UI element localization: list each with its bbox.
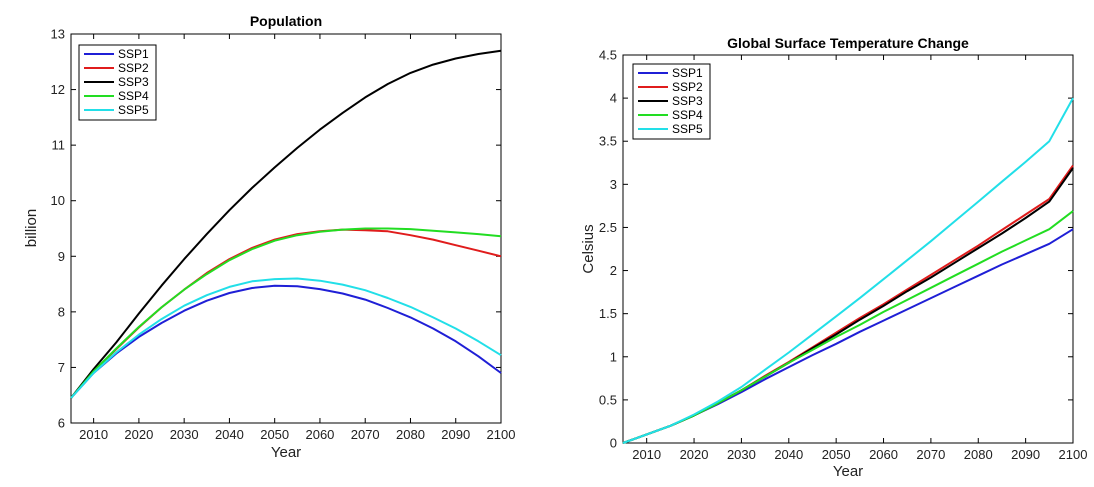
series-line-ssp5	[622, 97, 1074, 444]
x-tick-label: 2010	[632, 447, 661, 462]
y-tick-label: 4.5	[599, 48, 617, 63]
legend-label-ssp2: SSP2	[118, 61, 149, 75]
y-tick-label: 3	[610, 177, 617, 192]
series-line-ssp5	[70, 277, 502, 399]
y-tick-label: 6	[58, 416, 65, 431]
legend-label-ssp5: SSP5	[672, 122, 703, 136]
y-tick-label: 11	[52, 138, 66, 153]
x-tick-label: 2070	[916, 447, 945, 462]
legend-label-ssp1: SSP1	[118, 47, 149, 61]
y-tick-label: 0	[610, 436, 617, 451]
legend-label-ssp4: SSP4	[672, 108, 703, 122]
legend-label-ssp3: SSP3	[672, 94, 703, 108]
x-tick-label: 2080	[396, 427, 425, 442]
legend-label-ssp4: SSP4	[118, 89, 149, 103]
y-tick-label: 8	[58, 304, 65, 319]
y-tick-label: 13	[51, 27, 65, 42]
chart-panel-1: 2010 2020 2030 2040 2050 2060 2070 2080 2090 2100…	[23, 13, 515, 461]
y-tick-label: 1	[610, 349, 617, 364]
x-tick-label: 2040	[215, 427, 244, 442]
x-tick-label: 2060	[305, 427, 334, 442]
y-axis-label: Celsius	[580, 224, 597, 273]
y-tick-label: 7	[58, 360, 65, 375]
x-tick-label: 2090	[441, 427, 470, 442]
x-tick-label: 2090	[1011, 447, 1040, 462]
x-axis-label: Year	[833, 463, 863, 480]
x-tick-label: 2050	[260, 427, 289, 442]
x-tick-label: 2010	[79, 427, 108, 442]
y-tick-label: 3.5	[599, 134, 617, 149]
legend-label-ssp3: SSP3	[118, 75, 149, 89]
x-tick-label: 2050	[822, 447, 851, 462]
x-tick-label: 2020	[124, 427, 153, 442]
y-tick-label: 10	[51, 193, 65, 208]
x-tick-label: 2100	[1059, 447, 1088, 462]
x-tick-label: 2040	[774, 447, 803, 462]
legend-label-ssp1: SSP1	[672, 66, 703, 80]
y-tick-label: 2.5	[599, 220, 617, 235]
chart-title: Global Surface Temperature Change	[727, 35, 969, 51]
series-line-ssp1	[70, 284, 502, 399]
series-line-ssp4	[70, 227, 502, 399]
chart-panel-2: 2010 2020 2030 2040 2050 2060 2070 2080 2090 2100…	[580, 35, 1087, 480]
y-tick-label: 12	[51, 82, 65, 97]
y-tick-label: 2	[610, 263, 617, 278]
series-line-ssp3	[70, 49, 502, 399]
y-tick-label: 0.5	[599, 392, 617, 407]
x-tick-label: 2060	[869, 447, 898, 462]
x-tick-label: 2030	[170, 427, 199, 442]
x-axis-label: Year	[271, 444, 301, 461]
x-tick-label: 2070	[351, 427, 380, 442]
y-axis-label: billion	[23, 209, 40, 247]
y-tick-label: 9	[58, 249, 65, 264]
y-tick-label: 1.5	[599, 306, 617, 321]
legend-label-ssp5: SSP5	[118, 103, 149, 117]
x-tick-label: 2030	[727, 447, 756, 462]
y-tick-label: 4	[610, 91, 617, 106]
x-tick-label: 2020	[680, 447, 709, 462]
x-tick-label: 2080	[964, 447, 993, 462]
x-tick-label: 2100	[487, 427, 516, 442]
chart-title: Population	[250, 13, 322, 29]
legend-label-ssp2: SSP2	[672, 80, 703, 94]
